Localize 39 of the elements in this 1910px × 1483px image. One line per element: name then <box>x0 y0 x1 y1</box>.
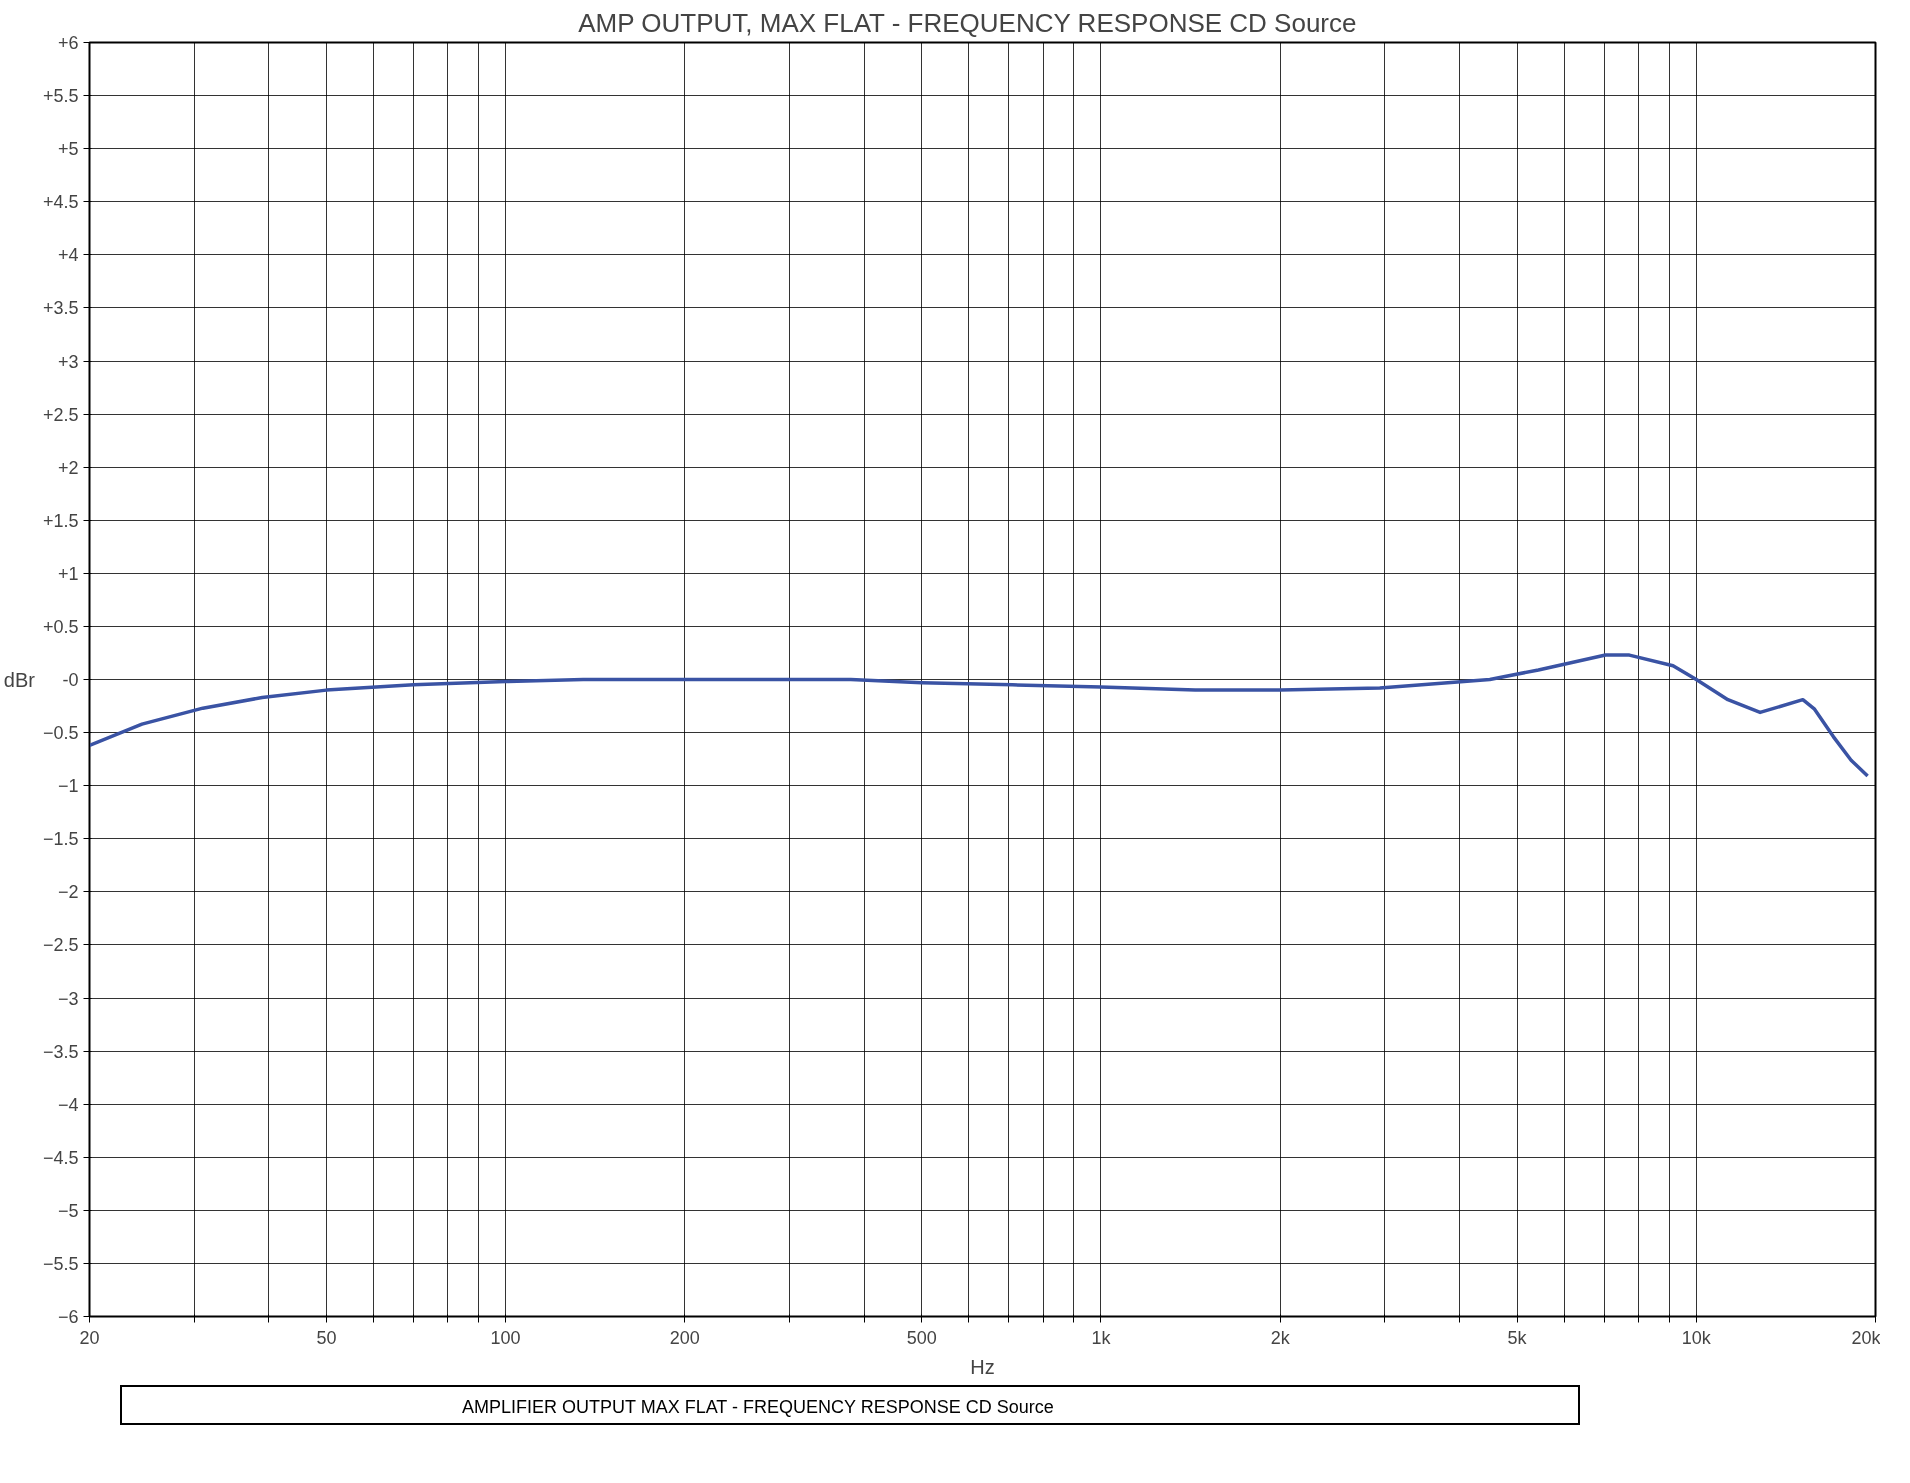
x-tick-label: 50 <box>316 1327 337 1348</box>
y-tick-label: +2.5 <box>42 404 79 425</box>
y-tick-label: +5 <box>57 139 79 160</box>
y-tick-label: −2.5 <box>42 935 79 956</box>
x-tick-label: 5k <box>1507 1327 1528 1348</box>
x-tick-label: 2k <box>1270 1327 1291 1348</box>
y-tick-label: +4 <box>57 245 79 266</box>
y-tick-label: +6 <box>57 33 79 53</box>
y-tick-label: −0.5 <box>42 723 79 744</box>
y-tick-label: −4 <box>57 1094 79 1115</box>
x-tick-label: 20k <box>1851 1327 1882 1348</box>
chart-title: AMP OUTPUT, MAX FLAT - FREQUENCY RESPONSE CD Source <box>578 7 1357 38</box>
y-tick-label: +3 <box>57 351 79 372</box>
x-axis-title: Hz <box>970 1355 995 1378</box>
y-tick-label: +3.5 <box>42 298 79 319</box>
y-axis-title: dBr <box>3 668 36 691</box>
y-tick-label: +0.5 <box>42 616 79 637</box>
y-tick-label: −3 <box>57 988 79 1009</box>
x-tick-label: 100 <box>490 1327 521 1348</box>
x-tick-label: 1k <box>1091 1327 1112 1348</box>
y-tick-label: −2 <box>57 882 79 903</box>
y-tick-label: −6 <box>57 1307 79 1327</box>
y-tick-label: +1 <box>57 563 79 584</box>
y-tick-label: +5.5 <box>42 86 79 107</box>
x-tick-label: 500 <box>906 1327 937 1348</box>
y-tick-label: −5.5 <box>42 1253 79 1274</box>
y-tick-label: +1.5 <box>42 510 79 531</box>
y-tick-label: −4.5 <box>42 1147 79 1168</box>
x-tick-label: 200 <box>669 1327 700 1348</box>
x-tick-label: 20 <box>79 1327 100 1348</box>
text: AMPLIFIER OUTPUT MAX FLAT - FREQUENCY RESPONSE CD Source <box>462 1396 1054 1419</box>
y-tick-label: +2 <box>57 457 79 478</box>
x-tick-label: 10k <box>1681 1327 1712 1348</box>
y-tick-label: −5 <box>57 1200 79 1221</box>
y-tick-label: −1 <box>57 776 79 797</box>
y-tick-label: −1.5 <box>42 829 79 850</box>
y-tick-label: -0 <box>62 670 79 690</box>
y-tick-label: −3.5 <box>42 1041 79 1062</box>
y-tick-label: +4.5 <box>42 192 79 213</box>
